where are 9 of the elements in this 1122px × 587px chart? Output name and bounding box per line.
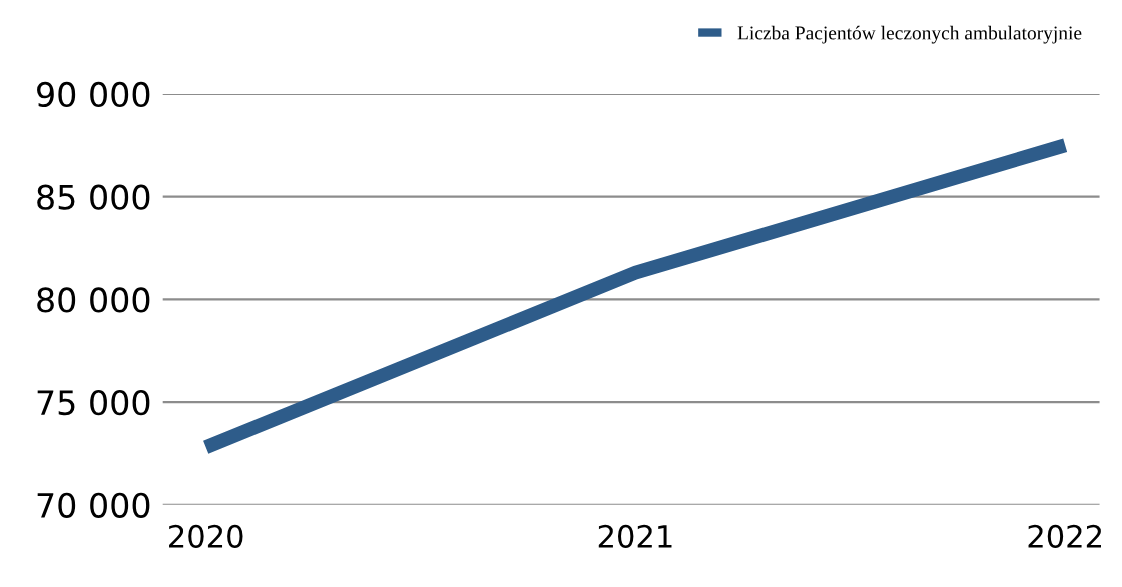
y-tick-label: 75 000 (37, 390, 150, 416)
y-tick-label: 85 000 (37, 184, 150, 210)
y-tick-label: 70 000 (37, 492, 150, 518)
x-tick-label: 2021 (598, 524, 672, 548)
y-tick-label: 90 000 (37, 81, 150, 108)
legend-label: Liczba Pacjentów leczonych ambulatoryjnie (737, 25, 1082, 44)
x-tick-label: 2020 (169, 524, 243, 548)
y-tick-label: 80 000 (37, 287, 150, 313)
x-tick-label: 2022 (1028, 524, 1101, 548)
